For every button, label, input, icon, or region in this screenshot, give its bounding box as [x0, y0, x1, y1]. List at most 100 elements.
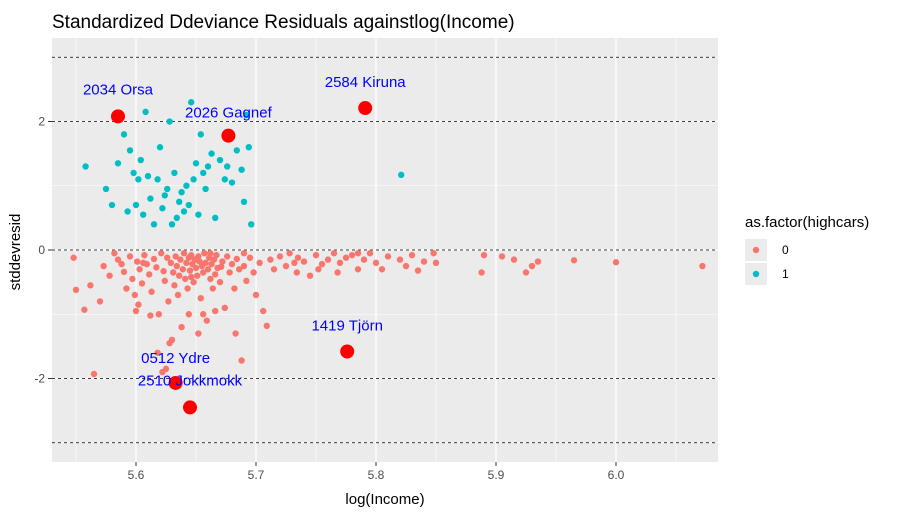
data-point-series-0: [126, 253, 134, 260]
data-point-series-0: [188, 251, 195, 259]
chart-title: Standardized Ddeviance Residuals against…: [52, 12, 515, 33]
annotations: 2034 Orsa 2026 Gagnef 2584 Kiruna 1419 Tjör…: [83, 74, 406, 389]
data-point-series-1: [240, 198, 248, 206]
data-point-series-0: [354, 250, 362, 257]
data-point-series-1: [140, 211, 147, 218]
data-point-series-1: [398, 171, 405, 179]
data-point-series-0: [334, 269, 341, 276]
data-point-series-0: [478, 269, 485, 276]
data-point-series-0: [135, 301, 142, 308]
data-point-series-0: [218, 263, 225, 270]
data-point-series-0: [256, 259, 263, 267]
data-point-series-0: [195, 253, 202, 260]
data-point-series-0: [384, 253, 392, 260]
data-point-series-0: [226, 269, 233, 276]
data-point-series-0: [202, 259, 209, 267]
data-point-series-0: [184, 285, 191, 292]
data-point-series-0: [183, 259, 190, 267]
data-point-series-0: [250, 269, 257, 276]
data-point-series-0: [408, 251, 416, 259]
data-point-series-0: [263, 322, 270, 330]
data-point-series-0: [430, 250, 437, 257]
highlighted-point: [358, 101, 373, 116]
reference-lines: [52, 56, 718, 444]
data-point-series-0: [170, 269, 177, 276]
data-point-series-0: [570, 257, 578, 264]
data-point-series-0: [134, 258, 141, 265]
data-point-series-0: [336, 259, 344, 267]
data-point-series-0: [81, 306, 88, 313]
data-point-series-1: [200, 169, 207, 177]
x-axis: 5.6 5.7 5.8 5.9 6.0: [128, 462, 625, 482]
annotation-label: 1419 Tjörn: [311, 318, 382, 335]
data-point-series-0: [162, 365, 170, 373]
data-point-series-1: [216, 156, 224, 164]
y-axis-title: stddevresid: [7, 214, 24, 291]
data-point-series-0: [233, 255, 240, 263]
data-point-series-0: [212, 307, 219, 315]
data-point-series-1: [204, 163, 212, 170]
data-point-series-0: [372, 259, 380, 267]
data-point-series-0: [123, 285, 130, 292]
data-point-series-0: [166, 339, 173, 347]
y-axis: -2 0 2: [34, 115, 52, 385]
data-point-series-1: [202, 185, 209, 193]
data-point-series-0: [324, 256, 332, 263]
data-point-series-0: [232, 330, 239, 337]
x-tick-label: 5.9: [488, 468, 505, 482]
data-point-series-0: [330, 250, 338, 257]
data-point-series-1: [147, 195, 154, 202]
data-point-series-0: [179, 266, 186, 273]
data-point-series-0: [354, 266, 362, 273]
data-point-series-1: [238, 166, 245, 173]
data-point-series-0: [252, 291, 260, 299]
data-point-series-0: [414, 267, 422, 274]
data-point-series-0: [270, 266, 278, 273]
data-point-series-0: [197, 294, 204, 302]
x-tick-label: 6.0: [608, 468, 625, 482]
data-point-series-0: [378, 266, 386, 273]
data-point-series-0: [120, 268, 128, 276]
data-point-series-0: [160, 268, 167, 275]
data-point-series-1: [161, 192, 168, 199]
legend-key-point: [752, 270, 760, 278]
data-point-series-1: [137, 156, 144, 164]
data-point-series-1: [188, 99, 195, 106]
data-point-series-1: [221, 176, 228, 183]
data-point-series-0: [498, 253, 506, 260]
data-point-series-1: [150, 221, 158, 228]
data-point-series-0: [224, 253, 231, 260]
data-point-series-1: [82, 163, 89, 170]
data-point-series-1: [183, 182, 190, 189]
data-point-series-0: [207, 250, 214, 257]
data-point-series-1: [159, 205, 166, 212]
data-point-series-0: [185, 311, 192, 318]
data-point-series-1: [114, 160, 122, 167]
data-point-series-0: [267, 256, 274, 263]
highlighted-points: [111, 101, 373, 415]
data-point-series-0: [195, 330, 202, 337]
data-point-series-1: [173, 214, 180, 222]
data-point-series-0: [171, 282, 178, 289]
data-point-series-0: [150, 255, 158, 263]
data-point-series-1: [166, 118, 173, 125]
data-point-series-0: [146, 271, 153, 278]
data-point-series-1: [164, 185, 171, 193]
data-point-series-0: [360, 256, 368, 263]
data-point-series-0: [510, 256, 518, 263]
data-point-series-0: [246, 254, 254, 261]
data-point-series-0: [315, 266, 322, 273]
data-point-series-0: [138, 280, 146, 287]
data-point-series-0: [186, 267, 194, 274]
data-point-series-0: [167, 259, 174, 267]
data-point-series-0: [132, 307, 140, 315]
legend-label: 1: [782, 267, 789, 281]
highlighted-point: [340, 344, 355, 359]
y-tick-label: 2: [38, 115, 45, 129]
data-point-series-0: [207, 275, 214, 283]
data-point-series-0: [190, 278, 197, 286]
data-point-series-0: [612, 259, 620, 266]
data-point-series-0: [291, 259, 298, 267]
data-point-series-1: [195, 211, 202, 218]
